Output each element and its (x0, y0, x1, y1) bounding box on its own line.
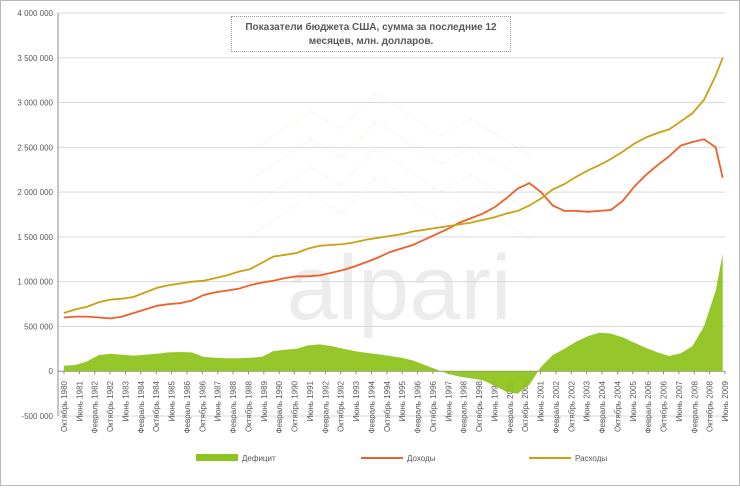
series-line-Доходы (63, 138, 724, 320)
x-axis: Октябрь 1980 Июнь 1981 Февраль 1982 Октябрь… (60, 371, 730, 434)
x-tick-label: Июнь 1999 (490, 380, 499, 421)
legend-label: Расходы (575, 454, 607, 463)
x-tick-label: Февраль 2004 (598, 380, 607, 433)
x-tick-label: Июнь 2007 (675, 380, 684, 421)
x-tick-label: Октябрь 1994 (383, 380, 392, 432)
y-tick-label: 500 000 (24, 322, 53, 331)
x-tick-label: Февраль 1994 (367, 380, 376, 433)
watermark-zigzag (250, 92, 532, 157)
chart-title: Показатели бюджета США, сумма за последн… (231, 16, 511, 52)
x-tick-label: Июнь 1997 (444, 380, 453, 421)
x-tick-label: Июнь 2001 (537, 380, 546, 421)
legend-label: Дефицит (242, 454, 276, 463)
x-tick-label: Февраль 1990 (275, 380, 284, 433)
watermark: alpari (250, 92, 532, 339)
x-tick-label: Июнь 1993 (352, 380, 361, 421)
chart-title-line-1: Показатели бюджета США, сумма за последн… (245, 22, 497, 33)
watermark-text: alpari (286, 237, 511, 339)
y-tick-label: 2 000 000 (17, 188, 53, 197)
legend: Дефицит Доходы Расходы (196, 454, 607, 463)
x-tick-label: Июнь 1989 (260, 380, 269, 421)
watermark-zigzag (250, 120, 532, 185)
x-tick-label: Октябрь 1980 (60, 380, 69, 432)
x-tick-label: Февраль 1988 (229, 380, 238, 433)
x-tick-label: Октябрь 1986 (198, 380, 207, 432)
series-layer (63, 57, 724, 394)
x-tick-label: Октябрь 1990 (291, 380, 300, 432)
x-tick-label: Февраль 2000 (506, 380, 515, 433)
x-tick-label: Февраль 2002 (552, 380, 561, 433)
x-tick-label: Октябрь 1982 (106, 380, 115, 432)
x-tick-label: Октябрь 2006 (660, 380, 669, 432)
y-tick-label: 2 500 000 (17, 143, 53, 152)
y-tick-label: 0 (49, 367, 54, 376)
legend-swatch (196, 454, 238, 461)
x-tick-label: Июнь 1987 (214, 380, 223, 421)
x-tick-label: Февраль 1996 (414, 380, 423, 433)
y-tick-label: 1 500 000 (17, 233, 53, 242)
x-tick-label: Февраль 1984 (137, 380, 146, 433)
x-tick-label: Июнь 1995 (398, 380, 407, 421)
x-tick-label: Октябрь 2000 (521, 380, 530, 432)
x-tick-label: Июнь 2003 (583, 380, 592, 421)
x-tick-label: Февраль 1982 (91, 380, 100, 433)
x-tick-label: Февраль 1998 (460, 380, 469, 433)
y-tick-label: 3 500 000 (17, 54, 53, 63)
y-axis: 4 000 000 3 500 000 3 000 000 2 500 000 2 00… (17, 9, 53, 421)
y-tick-label: -500 000 (21, 412, 53, 421)
x-tick-label: Октябрь 2004 (613, 380, 622, 432)
series-line-Расходы (63, 57, 724, 314)
chart-title-line-2: месяцев, млн. долларов. (308, 36, 434, 47)
y-tick-label: 4 000 000 (17, 9, 53, 18)
watermark-zigzag (250, 148, 532, 213)
x-tick-label: Октябрь 1992 (337, 380, 346, 432)
x-tick-label: Октябрь 2008 (706, 380, 715, 432)
x-tick-label: Июнь 1985 (168, 380, 177, 421)
x-tick-label: Октябрь 1984 (152, 380, 161, 432)
x-tick-label: Июнь 1991 (306, 380, 315, 421)
gridlines (57, 12, 725, 417)
x-tick-label: Февраль 1986 (183, 380, 192, 433)
watermark-zigzag (250, 176, 532, 241)
x-tick-label: Июнь 1981 (75, 380, 84, 421)
x-tick-label: Октябрь 1988 (244, 380, 253, 432)
y-tick-label: 1 000 000 (17, 278, 53, 287)
legend-label: Доходы (407, 454, 436, 463)
x-tick-label: Октябрь 1998 (475, 380, 484, 432)
y-tick-label: 3 000 000 (17, 99, 53, 108)
x-tick-label: Июнь 2005 (629, 380, 638, 421)
x-tick-label: Октябрь 1996 (429, 380, 438, 432)
x-tick-label: Февраль 2008 (690, 380, 699, 433)
x-tick-label: Июнь 2009 (721, 380, 730, 421)
x-tick-label: Февраль 2006 (644, 380, 653, 433)
x-tick-label: Февраль 1992 (321, 380, 330, 433)
x-tick-label: Октябрь 2002 (567, 380, 576, 432)
x-tick-label: Июнь 1983 (121, 380, 130, 421)
series-area-deficit (63, 253, 723, 394)
